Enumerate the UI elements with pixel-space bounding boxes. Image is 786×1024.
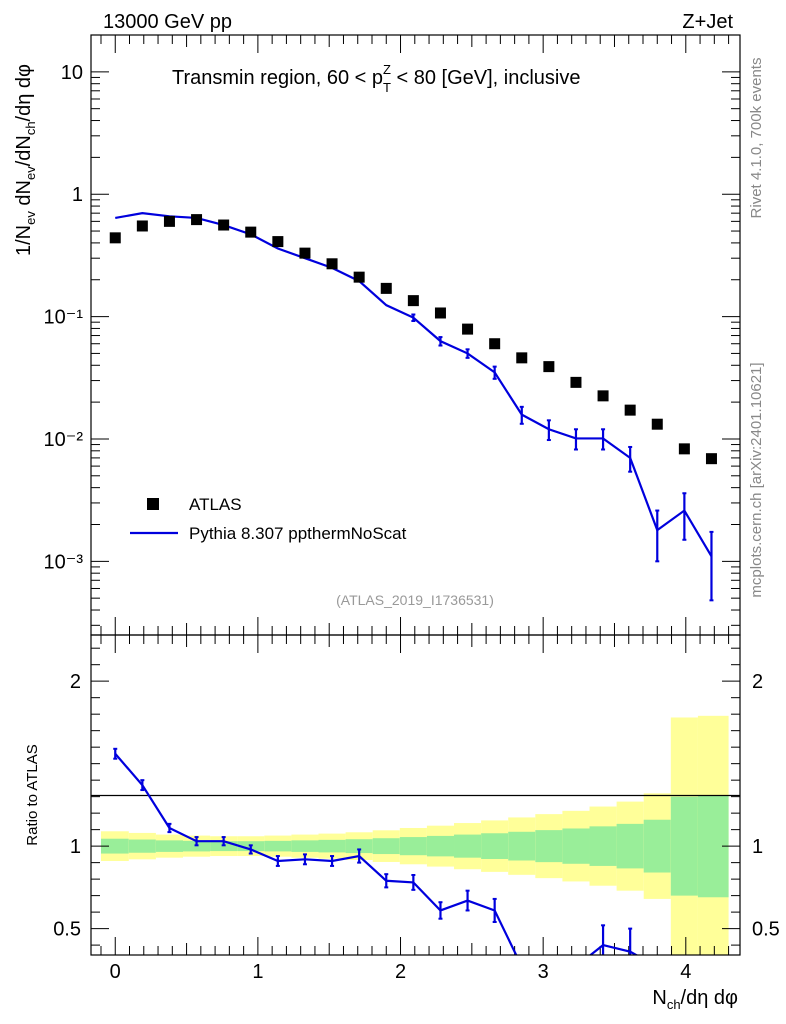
atlas-point: [109, 232, 121, 244]
x-tick-label: 0: [110, 961, 121, 983]
legend-atlas-label: ATLAS: [189, 495, 242, 514]
ratio-green-band: [345, 839, 373, 854]
ratio-y-tick-label: 0.5: [53, 919, 81, 941]
ratio-panel: 0.5 0.5 1 1 2 2 0 1 2 3 4 Ratio to ATLAS Nch/dη dφ: [24, 634, 780, 1012]
ratio-frame: [90, 634, 741, 956]
atlas-point: [434, 307, 446, 319]
header-left-label: 13000 GeV pp: [103, 11, 232, 33]
atlas-point: [597, 390, 609, 402]
ratio-y-tick-label-right: 2: [752, 671, 763, 693]
atlas-point: [624, 404, 636, 416]
ratio-y-tick-label: 2: [70, 671, 81, 693]
ratio-green-band: [562, 828, 590, 864]
x-axis-label: Nch/dη dφ: [652, 987, 738, 1012]
atlas-point: [407, 295, 419, 307]
main-y-tick-label: 10⁻²: [44, 429, 84, 451]
ratio-green-band: [318, 839, 346, 853]
ratio-green-band: [670, 796, 698, 896]
ratio-green-band: [399, 837, 427, 856]
main-data: [109, 212, 717, 602]
atlas-point: [543, 361, 555, 373]
atlas-point: [299, 247, 311, 259]
ratio-green-band: [264, 840, 292, 852]
ratio-green-band: [454, 834, 482, 858]
legend: ATLAS Pythia 8.307 ppthermNoScat: [130, 495, 407, 543]
ratio-green-band: [643, 819, 671, 873]
x-tick-label: 3: [538, 961, 549, 983]
atlas-point: [163, 215, 175, 227]
ratio-green-band: [589, 826, 617, 866]
mcplots-label: mcplots.cern.ch [arXiv:2401.10621]: [748, 362, 765, 597]
main-title: Transmin region, 60 < pZ T < 80 [GeV], in…: [172, 62, 581, 95]
atlas-point: [651, 418, 663, 430]
ratio-y-tick-label-right: 0.5: [752, 919, 780, 941]
atlas-point: [462, 323, 474, 335]
ratio-bands: [100, 715, 729, 955]
main-y-axis-label: 1/Nev dNev/dNch/dη dφ: [13, 64, 38, 256]
legend-pythia-label: Pythia 8.307 ppthermNoScat: [189, 524, 407, 543]
main-y-tick-label: 10⁻³: [44, 551, 84, 573]
ratio-green-band: [616, 823, 644, 869]
atlas-point: [678, 443, 690, 455]
x-tick-label: 4: [680, 961, 691, 983]
ratio-y-tick-label-right: 1: [752, 836, 763, 858]
ratio-green-band: [535, 830, 563, 863]
atlas-point: [380, 282, 392, 294]
ratio-green-band: [426, 835, 455, 857]
x-tick-label: 2: [395, 961, 406, 983]
atlas-point: [353, 271, 365, 283]
main-y-tick-label: 1: [72, 184, 83, 206]
atlas-point: [570, 376, 582, 388]
main-panel: 10⁻³ 10⁻² 10⁻¹ 1 10 Transmin region, 60 < pZ…: [13, 34, 741, 636]
main-ticks: 10⁻³ 10⁻² 10⁻¹ 1 10: [44, 34, 740, 635]
watermark: (ATLAS_2019_I1736531): [336, 592, 494, 608]
ratio-data: [113, 747, 639, 955]
ratio-green-band: [291, 840, 319, 852]
ratio-green-band: [508, 831, 536, 861]
atlas-point: [705, 453, 717, 465]
ratio-green-band: [155, 840, 184, 852]
ratio-green-band: [100, 838, 129, 854]
atlas-point: [489, 338, 501, 350]
atlas-point: [516, 352, 528, 364]
x-tick-label: 1: [252, 961, 263, 983]
header-right-label: Z+Jet: [682, 11, 733, 33]
atlas-point: [245, 226, 257, 238]
ratio-ticks: 0.5 0.5 1 1 2 2 0 1 2 3 4: [53, 635, 780, 983]
atlas-point: [272, 236, 284, 248]
main-y-tick-label: 10: [61, 62, 83, 84]
legend-atlas-marker: [147, 498, 159, 510]
atlas-point: [191, 214, 203, 226]
atlas-point: [218, 219, 230, 231]
ratio-y-tick-label: 1: [70, 836, 81, 858]
rivet-label: Rivet 4.1.0, 700k events: [748, 58, 765, 219]
atlas-point: [326, 258, 338, 270]
main-y-tick-label: 10⁻¹: [44, 307, 84, 329]
ratio-green-band: [372, 838, 400, 855]
svg-text:1/Nev dNev/dNch/dη dφ: 1/Nev dNev/dNch/dη dφ: [13, 64, 38, 256]
ratio-y-axis-label: Ratio to ATLAS: [24, 744, 41, 845]
atlas-point: [136, 220, 148, 232]
ratio-green-band: [128, 839, 156, 853]
ratio-green-band: [481, 833, 509, 859]
main-frame: [90, 34, 741, 636]
